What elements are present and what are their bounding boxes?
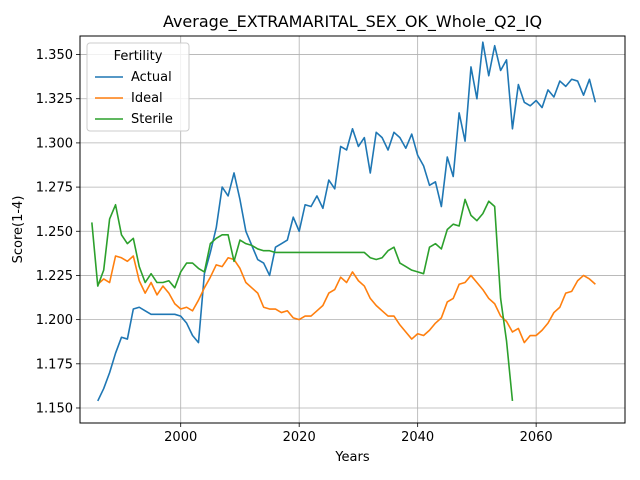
y-tick-label: 1.175 [36,357,73,372]
legend-label-ideal: Ideal [131,91,163,106]
x-tick-label: 2000 [164,430,197,445]
plot-frame [79,35,626,424]
legend-label-sterile: Sterile [131,112,173,127]
series-line-ideal [97,255,596,344]
legend-items: Actual Ideal Sterile [95,70,173,127]
legend: Fertility Actual Ideal Sterile [86,42,190,132]
series-line-actual [97,41,597,402]
legend-label-actual: Actual [131,70,172,85]
y-tick-label: 1.300 [36,136,73,151]
y-tick-label: 1.225 [36,269,73,284]
chart-title: Average_EXTRAMARITAL_SEX_OK_Whole_Q2_IQ [163,12,542,32]
x-axis-label: Years [334,450,370,465]
legend-title: Fertility [114,49,163,64]
y-tick-label: 1.200 [36,313,73,328]
y-tick-label: 1.150 [36,401,73,416]
x-tick-label: 2040 [401,430,434,445]
series-line-sterile [91,198,514,401]
y-axis-label: Score(1-4) [11,196,26,264]
y-tick-label: 1.250 [36,225,73,240]
series-lines [91,41,597,402]
x-tick-label: 2020 [283,430,316,445]
x-axis: 2000 2020 2040 2060 [164,423,553,445]
y-axis: 1.150 1.175 1.200 1.225 1.250 1.275 1.300 1.325… [36,48,80,416]
legend-box [86,42,190,132]
x-tick-label: 2060 [520,430,553,445]
y-tick-label: 1.325 [36,92,73,107]
y-tick-label: 1.350 [36,48,73,63]
y-tick-label: 1.275 [36,181,73,196]
